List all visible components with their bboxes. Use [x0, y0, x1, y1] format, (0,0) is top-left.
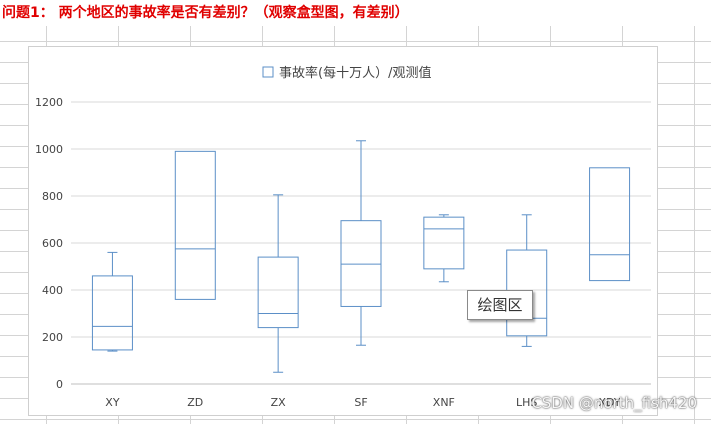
x-tick-label: XDY	[599, 396, 621, 409]
x-tick-label: ZX	[271, 396, 287, 409]
y-tick-label: 1000	[35, 143, 63, 156]
y-tick-label: 800	[42, 190, 63, 203]
watermark: CSDN @north_fish420	[531, 394, 697, 412]
box-body	[340, 220, 382, 307]
x-tick-label: LHS	[516, 396, 537, 409]
box-sf	[340, 140, 382, 346]
box-zd	[174, 150, 216, 300]
box-body	[174, 150, 216, 300]
question-text: 问题1： 两个地区的事故率是否有差别？（观察盒型图，有差别）	[0, 0, 711, 26]
y-tick-label: 400	[42, 284, 63, 297]
x-axis-labels: XY ZD ZX SF XNF LHS XDY	[105, 396, 621, 409]
boxes	[91, 140, 631, 373]
box-xy	[91, 251, 133, 352]
box-body	[257, 256, 299, 329]
box-xdy	[589, 167, 631, 282]
y-tick-label: 0	[56, 378, 63, 391]
plot-area-tooltip: 绘图区	[467, 290, 533, 320]
x-tick-label: SF	[354, 396, 367, 409]
x-tick-label: ZD	[187, 396, 203, 409]
box-zx	[257, 194, 299, 373]
legend-swatch	[262, 66, 274, 78]
box-body	[589, 167, 631, 282]
y-tick-label: 200	[42, 331, 63, 344]
x-tick-label: XNF	[433, 396, 455, 409]
x-tick-label: XY	[105, 396, 120, 409]
y-axis-labels: 0 200 400 600 800 1000 1200	[35, 96, 63, 391]
y-tick-label: 1200	[35, 96, 63, 109]
box-body	[423, 216, 465, 270]
chart-area[interactable]: 0 200 400 600 800 1000 1200 XY ZD ZX SF XNF LHS XDY …	[28, 46, 658, 416]
box-body	[91, 275, 133, 351]
box-xnf	[423, 214, 465, 283]
legend: 事故率(每十万人）/观测值	[262, 65, 431, 81]
y-tick-label: 600	[42, 237, 63, 250]
box-lhs	[506, 214, 548, 347]
legend-label: 事故率(每十万人）/观测值	[279, 65, 431, 81]
